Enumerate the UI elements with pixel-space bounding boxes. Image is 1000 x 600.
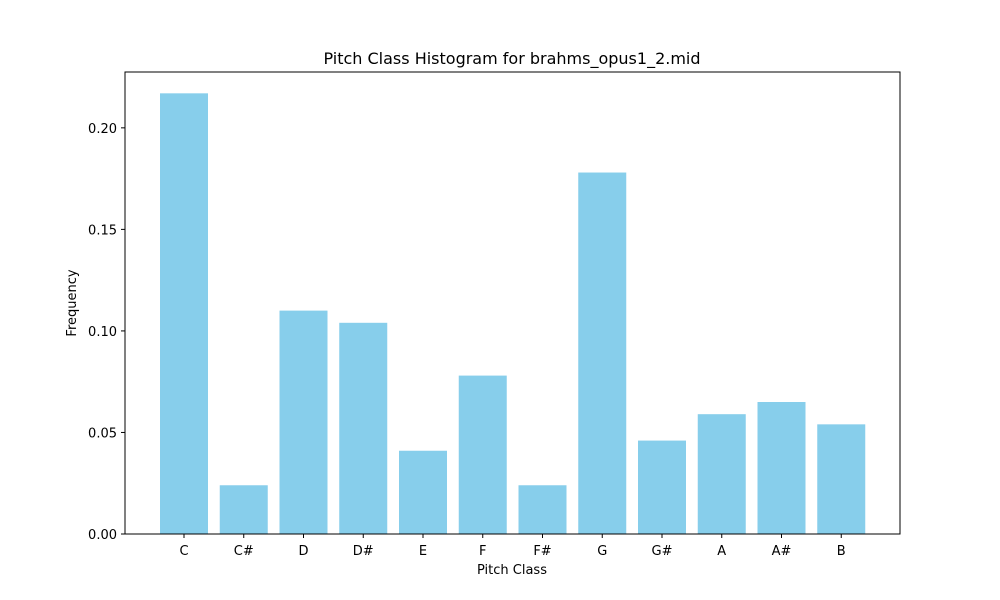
x-tick-label: C xyxy=(179,544,188,559)
bars-group xyxy=(160,93,866,535)
y-tick-label: 0.05 xyxy=(88,426,117,441)
y-tick-label: 0.20 xyxy=(88,122,117,137)
bar-c-sharp xyxy=(219,485,268,534)
plot-frame xyxy=(124,71,901,535)
y-axis-label: Frequency xyxy=(65,269,80,336)
y-tick-label: 0.00 xyxy=(88,528,117,543)
y-tick-label: 0.10 xyxy=(88,325,117,340)
x-tick-label: B xyxy=(837,544,846,559)
bar-a-sharp xyxy=(757,402,806,534)
x-tick-label: A# xyxy=(772,544,792,559)
x-axis-label: Pitch Class xyxy=(477,563,547,578)
x-tick-label: F# xyxy=(533,544,551,559)
bar-d-sharp xyxy=(339,322,388,534)
x-tick-label: A xyxy=(717,544,726,559)
bar-d xyxy=(279,310,328,534)
bar-b xyxy=(817,424,866,534)
x-tick-label: C# xyxy=(234,544,254,559)
x-tick-label: F xyxy=(479,544,486,559)
y-tick-label: 0.15 xyxy=(88,223,117,238)
bar-e xyxy=(399,450,447,534)
bar-f xyxy=(458,375,507,534)
x-tick-label: E xyxy=(419,544,427,559)
bar-a xyxy=(697,414,746,534)
x-tick-label: D# xyxy=(353,544,374,559)
x-tick-label: D xyxy=(298,544,308,559)
y-axis-ticks: 0.00 0.05 0.10 0.15 0.20 xyxy=(88,122,125,543)
bar-g-sharp xyxy=(638,440,686,534)
bar-g xyxy=(578,172,627,534)
x-axis-ticks: C C# D D# E F F# G G# A A# B xyxy=(179,534,846,559)
x-tick-label: G xyxy=(597,544,607,559)
x-tick-label: G# xyxy=(652,544,673,559)
bar-c xyxy=(160,93,208,535)
bar-f-sharp xyxy=(518,485,567,534)
chart-title: Pitch Class Histogram for brahms_opus1_2… xyxy=(323,49,700,69)
